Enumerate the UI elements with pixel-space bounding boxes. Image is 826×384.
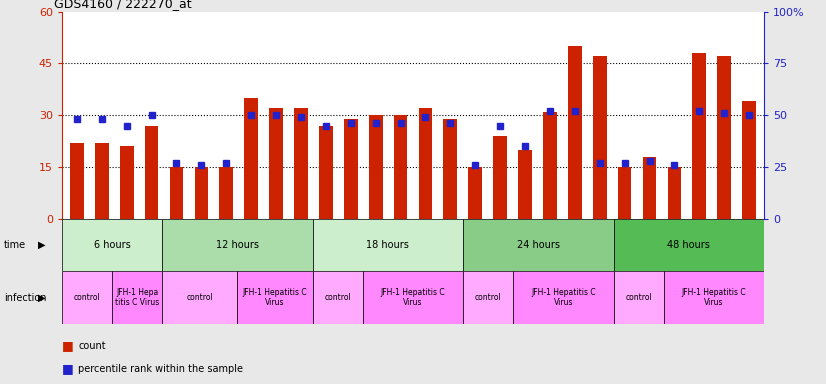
Bar bbox=[743, 101, 756, 219]
Bar bbox=[513, 271, 614, 324]
Text: infection: infection bbox=[4, 293, 46, 303]
Text: count: count bbox=[78, 341, 106, 351]
Bar bbox=[95, 143, 109, 219]
Text: control: control bbox=[74, 293, 101, 302]
Bar bbox=[543, 112, 557, 219]
Text: 48 hours: 48 hours bbox=[667, 240, 710, 250]
Bar bbox=[463, 219, 614, 271]
Text: JFH-1 Hepatitis C
Virus: JFH-1 Hepatitis C Virus bbox=[381, 288, 445, 307]
Bar bbox=[363, 271, 463, 324]
Bar bbox=[162, 271, 238, 324]
Text: 18 hours: 18 hours bbox=[367, 240, 410, 250]
Text: 6 hours: 6 hours bbox=[93, 240, 131, 250]
Text: JFH-1 Hepatitis C
Virus: JFH-1 Hepatitis C Virus bbox=[681, 288, 746, 307]
Text: control: control bbox=[325, 293, 351, 302]
Bar bbox=[195, 167, 208, 219]
Text: JFH-1 Hepatitis C
Virus: JFH-1 Hepatitis C Virus bbox=[243, 288, 307, 307]
Bar bbox=[518, 150, 532, 219]
Bar bbox=[463, 271, 513, 324]
Bar bbox=[220, 167, 233, 219]
Text: control: control bbox=[625, 293, 652, 302]
Text: 12 hours: 12 hours bbox=[216, 240, 259, 250]
Bar bbox=[468, 167, 482, 219]
Bar bbox=[313, 219, 463, 271]
Bar bbox=[368, 115, 382, 219]
Bar bbox=[717, 56, 731, 219]
Bar bbox=[112, 271, 162, 324]
Bar bbox=[664, 271, 764, 324]
Bar bbox=[294, 108, 308, 219]
Bar bbox=[319, 126, 333, 219]
Bar bbox=[568, 46, 582, 219]
Bar bbox=[70, 143, 83, 219]
Bar bbox=[238, 271, 313, 324]
Bar bbox=[269, 108, 283, 219]
Bar bbox=[614, 271, 664, 324]
Text: control: control bbox=[475, 293, 501, 302]
Text: GDS4160 / 222270_at: GDS4160 / 222270_at bbox=[54, 0, 192, 10]
Text: JFH-1 Hepa
titis C Virus: JFH-1 Hepa titis C Virus bbox=[115, 288, 159, 307]
Bar bbox=[169, 167, 183, 219]
Bar bbox=[162, 219, 313, 271]
Text: control: control bbox=[187, 293, 213, 302]
Bar bbox=[145, 126, 159, 219]
Bar bbox=[419, 108, 432, 219]
Bar bbox=[62, 271, 112, 324]
Text: ▶: ▶ bbox=[38, 293, 45, 303]
Bar bbox=[394, 115, 407, 219]
Bar bbox=[643, 157, 657, 219]
Text: JFH-1 Hepatitis C
Virus: JFH-1 Hepatitis C Virus bbox=[531, 288, 596, 307]
Bar bbox=[444, 119, 458, 219]
Bar bbox=[120, 146, 134, 219]
Bar bbox=[493, 136, 507, 219]
Text: percentile rank within the sample: percentile rank within the sample bbox=[78, 364, 244, 374]
Bar bbox=[593, 56, 606, 219]
Bar bbox=[313, 271, 363, 324]
Bar bbox=[618, 167, 631, 219]
Bar bbox=[62, 219, 162, 271]
Bar bbox=[692, 53, 706, 219]
Bar bbox=[667, 167, 681, 219]
Text: time: time bbox=[4, 240, 26, 250]
Bar bbox=[344, 119, 358, 219]
Bar bbox=[244, 98, 258, 219]
Bar bbox=[614, 219, 764, 271]
Text: ■: ■ bbox=[62, 362, 74, 375]
Text: ▶: ▶ bbox=[38, 240, 45, 250]
Text: ■: ■ bbox=[62, 339, 74, 352]
Text: 24 hours: 24 hours bbox=[517, 240, 560, 250]
